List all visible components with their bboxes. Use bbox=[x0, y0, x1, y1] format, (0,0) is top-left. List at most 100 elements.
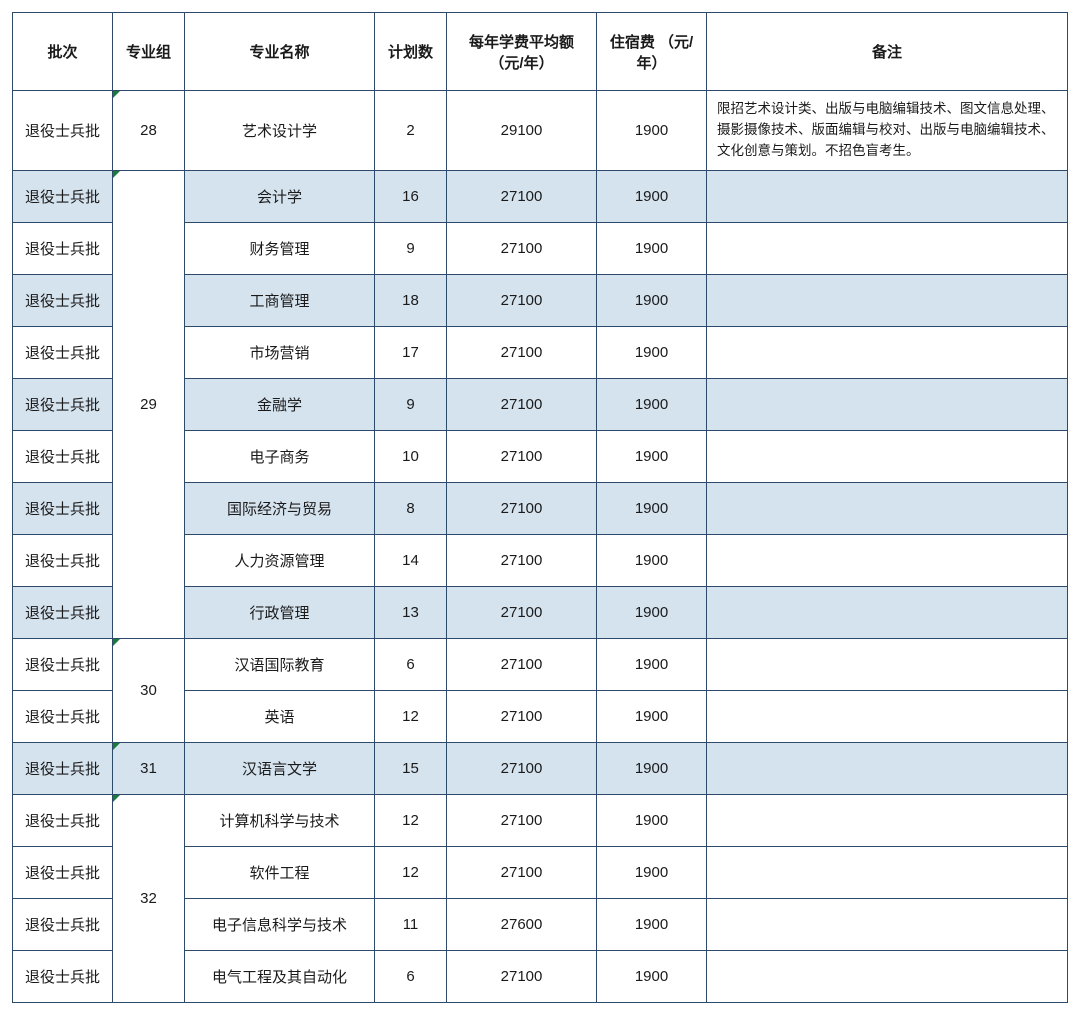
cell-fee: 27600 bbox=[447, 898, 597, 950]
cell-major: 电气工程及其自动化 bbox=[185, 950, 375, 1002]
cell-plan: 8 bbox=[375, 482, 447, 534]
cell-major: 会计学 bbox=[185, 170, 375, 222]
cell-plan: 6 bbox=[375, 950, 447, 1002]
cell-note bbox=[707, 898, 1068, 950]
cell-dorm: 1900 bbox=[597, 482, 707, 534]
cell-note bbox=[707, 274, 1068, 326]
cell-note bbox=[707, 222, 1068, 274]
cell-batch: 退役士兵批 bbox=[13, 222, 113, 274]
cell-group: 30 bbox=[113, 638, 185, 742]
cell-group: 32 bbox=[113, 794, 185, 1002]
cell-note bbox=[707, 742, 1068, 794]
admission-table: 批次 专业组 专业名称 计划数 每年学费平均额 （元/年） 住宿费 （元/年） … bbox=[12, 12, 1068, 1003]
cell-dorm: 1900 bbox=[597, 222, 707, 274]
cell-dorm: 1900 bbox=[597, 950, 707, 1002]
cell-major: 艺术设计学 bbox=[185, 91, 375, 171]
cell-dorm: 1900 bbox=[597, 898, 707, 950]
cell-fee: 27100 bbox=[447, 482, 597, 534]
cell-note bbox=[707, 794, 1068, 846]
cell-batch: 退役士兵批 bbox=[13, 274, 113, 326]
cell-fee: 27100 bbox=[447, 534, 597, 586]
cell-major: 工商管理 bbox=[185, 274, 375, 326]
cell-note bbox=[707, 950, 1068, 1002]
cell-major: 财务管理 bbox=[185, 222, 375, 274]
cell-note bbox=[707, 534, 1068, 586]
cell-plan: 15 bbox=[375, 742, 447, 794]
cell-plan: 12 bbox=[375, 846, 447, 898]
cell-dorm: 1900 bbox=[597, 742, 707, 794]
cell-dorm: 1900 bbox=[597, 690, 707, 742]
cell-batch: 退役士兵批 bbox=[13, 846, 113, 898]
cell-fee: 27100 bbox=[447, 638, 597, 690]
table-row: 退役士兵批31汉语言文学15271001900 bbox=[13, 742, 1068, 794]
cell-batch: 退役士兵批 bbox=[13, 794, 113, 846]
cell-batch: 退役士兵批 bbox=[13, 430, 113, 482]
cell-fee: 27100 bbox=[447, 846, 597, 898]
cell-major: 电子信息科学与技术 bbox=[185, 898, 375, 950]
cell-fee: 27100 bbox=[447, 274, 597, 326]
cell-major: 市场营销 bbox=[185, 326, 375, 378]
cell-major: 计算机科学与技术 bbox=[185, 794, 375, 846]
cell-batch: 退役士兵批 bbox=[13, 170, 113, 222]
cell-group: 28 bbox=[113, 91, 185, 171]
cell-plan: 16 bbox=[375, 170, 447, 222]
cell-plan: 9 bbox=[375, 378, 447, 430]
cell-major: 电子商务 bbox=[185, 430, 375, 482]
cell-plan: 11 bbox=[375, 898, 447, 950]
cell-dorm: 1900 bbox=[597, 794, 707, 846]
cell-major: 人力资源管理 bbox=[185, 534, 375, 586]
cell-major: 汉语国际教育 bbox=[185, 638, 375, 690]
cell-dorm: 1900 bbox=[597, 170, 707, 222]
cell-fee: 27100 bbox=[447, 326, 597, 378]
cell-fee: 27100 bbox=[447, 430, 597, 482]
cell-batch: 退役士兵批 bbox=[13, 742, 113, 794]
cell-batch: 退役士兵批 bbox=[13, 378, 113, 430]
cell-fee: 27100 bbox=[447, 378, 597, 430]
cell-group: 29 bbox=[113, 170, 185, 638]
cell-batch: 退役士兵批 bbox=[13, 690, 113, 742]
cell-fee: 27100 bbox=[447, 586, 597, 638]
col-header-note: 备注 bbox=[707, 13, 1068, 91]
cell-major: 行政管理 bbox=[185, 586, 375, 638]
table-row: 退役士兵批29会计学16271001900 bbox=[13, 170, 1068, 222]
cell-note bbox=[707, 326, 1068, 378]
cell-batch: 退役士兵批 bbox=[13, 91, 113, 171]
cell-major: 软件工程 bbox=[185, 846, 375, 898]
cell-batch: 退役士兵批 bbox=[13, 586, 113, 638]
cell-plan: 12 bbox=[375, 690, 447, 742]
cell-note bbox=[707, 430, 1068, 482]
cell-fee: 27100 bbox=[447, 690, 597, 742]
col-header-fee: 每年学费平均额 （元/年） bbox=[447, 13, 597, 91]
cell-note bbox=[707, 586, 1068, 638]
table-row: 退役士兵批32计算机科学与技术12271001900 bbox=[13, 794, 1068, 846]
cell-dorm: 1900 bbox=[597, 430, 707, 482]
cell-fee: 27100 bbox=[447, 794, 597, 846]
cell-dorm: 1900 bbox=[597, 534, 707, 586]
cell-note bbox=[707, 170, 1068, 222]
cell-group: 31 bbox=[113, 742, 185, 794]
cell-note bbox=[707, 638, 1068, 690]
table-header-row: 批次 专业组 专业名称 计划数 每年学费平均额 （元/年） 住宿费 （元/年） … bbox=[13, 13, 1068, 91]
cell-plan: 17 bbox=[375, 326, 447, 378]
cell-fee: 27100 bbox=[447, 170, 597, 222]
cell-plan: 2 bbox=[375, 91, 447, 171]
col-header-major: 专业名称 bbox=[185, 13, 375, 91]
cell-note bbox=[707, 482, 1068, 534]
cell-plan: 6 bbox=[375, 638, 447, 690]
cell-batch: 退役士兵批 bbox=[13, 326, 113, 378]
col-header-group: 专业组 bbox=[113, 13, 185, 91]
cell-plan: 14 bbox=[375, 534, 447, 586]
col-header-dorm: 住宿费 （元/年） bbox=[597, 13, 707, 91]
cell-dorm: 1900 bbox=[597, 91, 707, 171]
cell-fee: 27100 bbox=[447, 742, 597, 794]
cell-major: 金融学 bbox=[185, 378, 375, 430]
cell-batch: 退役士兵批 bbox=[13, 638, 113, 690]
cell-note bbox=[707, 846, 1068, 898]
col-header-plan: 计划数 bbox=[375, 13, 447, 91]
cell-note: 限招艺术设计类、出版与电脑编辑技术、图文信息处理、摄影摄像技术、版面编辑与校对、… bbox=[707, 91, 1068, 171]
cell-batch: 退役士兵批 bbox=[13, 898, 113, 950]
cell-batch: 退役士兵批 bbox=[13, 950, 113, 1002]
cell-fee: 27100 bbox=[447, 222, 597, 274]
cell-fee: 29100 bbox=[447, 91, 597, 171]
cell-batch: 退役士兵批 bbox=[13, 482, 113, 534]
